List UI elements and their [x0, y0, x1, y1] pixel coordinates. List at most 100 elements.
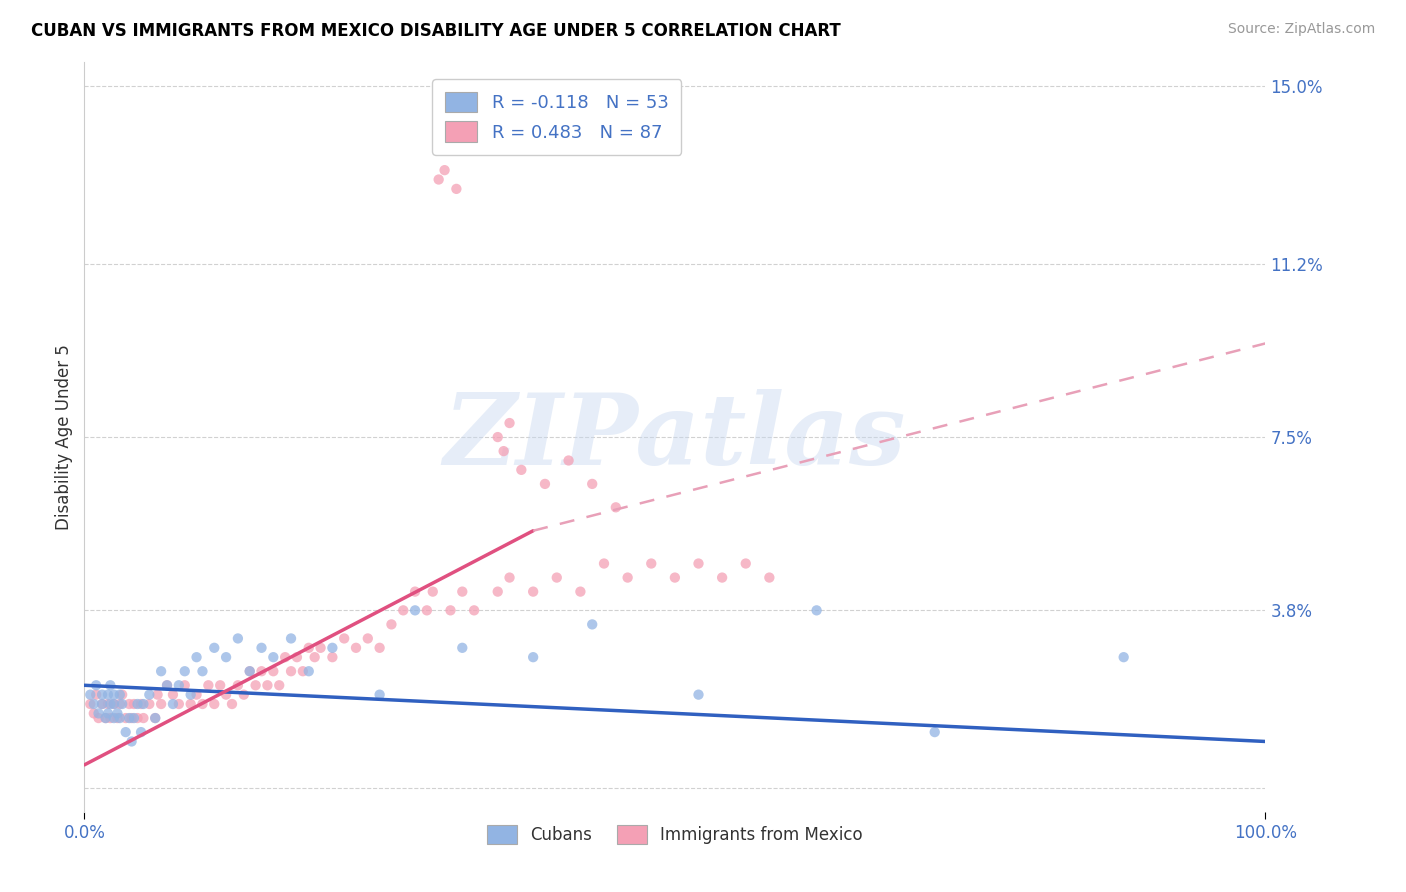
Point: [232, 688, 254, 702]
Point: [84, 678, 107, 692]
Point: [309, 640, 332, 655]
Point: [127, 697, 149, 711]
Point: [191, 664, 214, 678]
Point: [103, 697, 125, 711]
Point: [439, 603, 461, 617]
Point: [94, 711, 117, 725]
Point: [97, 697, 120, 711]
Point: [534, 476, 557, 491]
Point: [392, 603, 415, 617]
Text: CUBAN VS IMMIGRANTS FROM MEXICO DISABILITY AGE UNDER 5 CORRELATION CHART: CUBAN VS IMMIGRANTS FROM MEXICO DISABILI…: [31, 22, 841, 40]
Point: [380, 617, 402, 632]
Point: [91, 697, 114, 711]
Point: [108, 697, 131, 711]
Point: [87, 711, 110, 725]
Point: [98, 678, 121, 692]
Point: [269, 678, 291, 692]
Point: [581, 617, 603, 632]
Point: [522, 650, 544, 665]
Text: Source: ZipAtlas.com: Source: ZipAtlas.com: [1227, 22, 1375, 37]
Point: [357, 632, 380, 646]
Point: [121, 734, 143, 748]
Point: [280, 632, 302, 646]
Point: [291, 664, 314, 678]
Point: [404, 584, 426, 599]
Point: [640, 557, 662, 571]
Point: [498, 571, 520, 585]
Point: [298, 664, 321, 678]
Point: [202, 640, 225, 655]
Point: [167, 697, 190, 711]
Point: [122, 711, 145, 725]
Point: [87, 706, 110, 721]
Point: [143, 711, 166, 725]
Point: [127, 711, 149, 725]
Point: [84, 688, 107, 702]
Point: [162, 697, 184, 711]
Point: [103, 688, 125, 702]
Point: [262, 664, 284, 678]
Point: [486, 430, 509, 444]
Text: ZIPatlas: ZIPatlas: [444, 389, 905, 485]
Point: [239, 664, 262, 678]
Point: [162, 688, 184, 702]
Point: [446, 182, 468, 196]
Point: [498, 416, 520, 430]
Point: [97, 706, 120, 721]
Point: [180, 697, 202, 711]
Point: [924, 725, 946, 739]
Point: [262, 650, 284, 665]
Point: [256, 678, 278, 692]
Point: [107, 711, 129, 725]
Point: [215, 688, 238, 702]
Point: [616, 571, 638, 585]
Point: [129, 697, 152, 711]
Point: [250, 664, 273, 678]
Point: [321, 650, 343, 665]
Point: [186, 650, 208, 665]
Point: [806, 603, 828, 617]
Point: [510, 463, 533, 477]
Point: [280, 664, 302, 678]
Point: [274, 650, 297, 665]
Point: [156, 678, 179, 692]
Point: [221, 697, 243, 711]
Point: [156, 678, 179, 692]
Point: [173, 678, 195, 692]
Point: [215, 650, 238, 665]
Point: [321, 640, 343, 655]
Point: [557, 453, 579, 467]
Point: [226, 632, 249, 646]
Point: [111, 697, 134, 711]
Point: [138, 697, 160, 711]
Point: [91, 697, 114, 711]
Point: [111, 688, 134, 702]
Point: [581, 476, 603, 491]
Point: [546, 571, 568, 585]
Point: [304, 650, 326, 665]
Point: [94, 711, 117, 725]
Point: [180, 688, 202, 702]
Point: [664, 571, 686, 585]
Point: [368, 640, 391, 655]
Point: [103, 697, 125, 711]
Point: [129, 725, 152, 739]
Point: [107, 706, 129, 721]
Legend: Cubans, Immigrants from Mexico: Cubans, Immigrants from Mexico: [475, 814, 875, 855]
Point: [114, 711, 136, 725]
Point: [97, 688, 120, 702]
Point: [146, 688, 169, 702]
Y-axis label: Disability Age Under 5: Disability Age Under 5: [55, 344, 73, 530]
Point: [209, 678, 232, 692]
Point: [138, 688, 160, 702]
Point: [150, 697, 173, 711]
Point: [433, 163, 456, 178]
Point: [121, 711, 143, 725]
Point: [734, 557, 756, 571]
Point: [132, 697, 155, 711]
Point: [1112, 650, 1135, 665]
Point: [108, 688, 131, 702]
Point: [333, 632, 356, 646]
Point: [451, 640, 474, 655]
Point: [486, 584, 509, 599]
